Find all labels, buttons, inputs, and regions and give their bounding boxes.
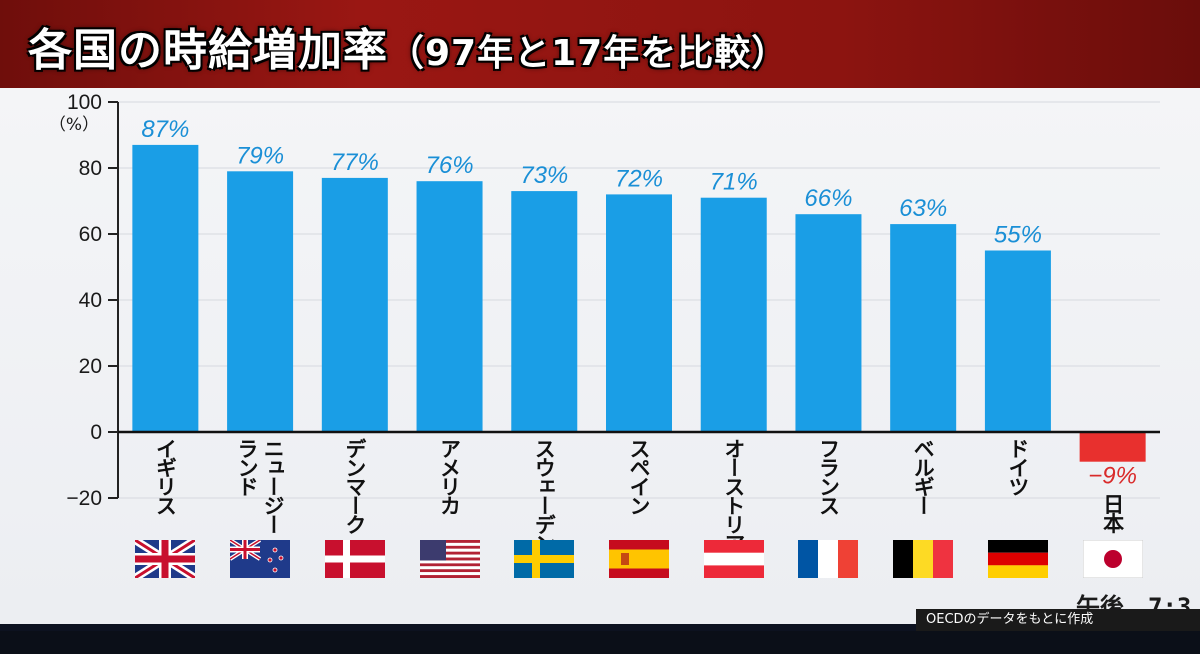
category-label: フランス <box>816 438 840 515</box>
bar <box>890 224 957 432</box>
spain-flag-icon <box>609 540 669 582</box>
category-label: アメリカ <box>438 438 462 515</box>
y-tick-label: −20 <box>66 487 102 510</box>
y-tick-label: 20 <box>79 355 102 378</box>
title-banner: 各国の時給増加率（97年と17年を比較） <box>0 0 1200 88</box>
data-label: 73% <box>520 162 568 189</box>
y-tick-label: 0 <box>90 421 102 444</box>
category-label: ベルギー <box>911 438 935 514</box>
bar <box>227 171 294 433</box>
usa-flag-icon <box>419 540 480 582</box>
category-label: スペイン <box>627 438 651 515</box>
data-label: 79% <box>236 142 284 169</box>
y-tick-label: 100 <box>67 91 102 114</box>
denmark-flag-icon <box>324 540 385 582</box>
y-tick-label: 60 <box>79 223 102 246</box>
category-label: スウェーデン <box>532 438 556 553</box>
screen-bezel <box>0 631 1200 654</box>
data-label: 66% <box>804 185 852 212</box>
category-label: 日本 <box>1101 494 1125 535</box>
category-label: イギリス <box>153 438 177 515</box>
data-label: −9% <box>1088 463 1137 490</box>
austria-flag-icon <box>703 540 764 582</box>
new-zealand-flag-icon <box>229 538 291 582</box>
bar <box>700 197 767 432</box>
category-label: ドイツ <box>1006 438 1030 496</box>
chart-title: 各国の時給増加率（97年と17年を比較） <box>28 14 788 78</box>
data-label: 87% <box>141 116 189 143</box>
data-label: 55% <box>994 222 1042 249</box>
france-flag-icon <box>798 540 859 582</box>
data-label: 71% <box>710 169 758 196</box>
chart-subtitle: （97年と17年を比較） <box>388 33 789 74</box>
data-label: 72% <box>615 165 663 192</box>
bar <box>511 191 578 432</box>
bar <box>606 194 672 432</box>
bar <box>795 214 862 432</box>
chart-title-main: 各国の時給増加率 <box>28 25 388 76</box>
y-tick-label: 40 <box>79 289 102 312</box>
bar <box>984 250 1051 432</box>
uk-flag-icon <box>133 536 198 582</box>
y-unit-label: （%） <box>49 115 99 135</box>
data-label: 63% <box>899 195 947 222</box>
y-tick-label: 80 <box>79 157 102 180</box>
bar <box>1079 432 1146 462</box>
belgium-flag-icon <box>893 540 954 582</box>
category-label: ランド <box>235 438 259 496</box>
bar <box>416 181 483 432</box>
category-label: ニュージー <box>261 438 285 533</box>
sweden-flag-icon <box>514 540 575 582</box>
data-label: 76% <box>426 152 474 179</box>
germany-flag-icon <box>987 540 1048 582</box>
category-label: デンマーク <box>343 437 367 534</box>
category-label: オーストリア <box>722 438 746 553</box>
japan-flag-icon <box>1082 539 1144 582</box>
bar <box>321 177 388 432</box>
bar <box>132 144 199 432</box>
data-label: 77% <box>331 149 379 176</box>
source-note: OECDのデータをもとに作成 <box>916 609 1200 631</box>
